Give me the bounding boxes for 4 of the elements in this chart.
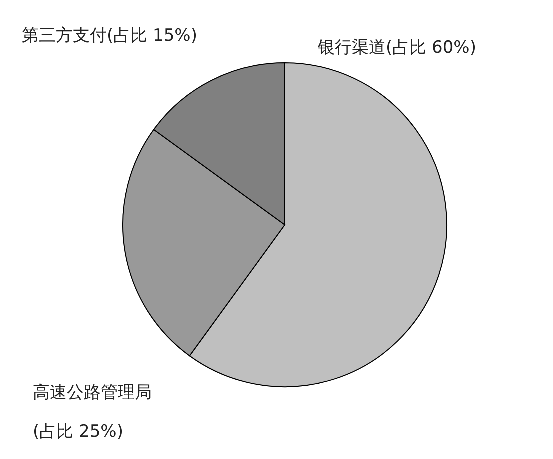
data-label: (占比 25%) <box>33 422 124 442</box>
slice-label: 第三方支付(占比 15%) <box>22 26 198 46</box>
slice-label: 银行渠道(占比 60%) <box>317 38 476 58</box>
slice-label: 高速公路管理局 <box>33 383 152 403</box>
